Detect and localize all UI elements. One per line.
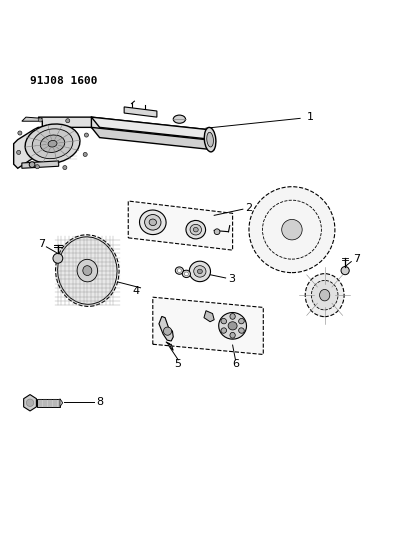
Polygon shape: [22, 117, 42, 121]
Circle shape: [164, 327, 172, 335]
Ellipse shape: [58, 237, 117, 304]
Ellipse shape: [83, 265, 92, 276]
Ellipse shape: [221, 328, 227, 333]
Polygon shape: [60, 399, 63, 407]
Circle shape: [53, 253, 63, 263]
Ellipse shape: [194, 265, 206, 277]
Text: 91J08 1600: 91J08 1600: [30, 76, 98, 86]
Ellipse shape: [239, 318, 244, 324]
Ellipse shape: [25, 124, 80, 164]
Ellipse shape: [320, 289, 330, 301]
Ellipse shape: [145, 214, 161, 230]
Ellipse shape: [228, 322, 237, 330]
Ellipse shape: [239, 328, 244, 333]
Ellipse shape: [190, 224, 201, 235]
Ellipse shape: [204, 127, 216, 152]
Text: 6: 6: [232, 359, 239, 369]
Polygon shape: [124, 107, 157, 117]
Ellipse shape: [77, 260, 98, 282]
Ellipse shape: [176, 267, 183, 274]
Text: 4: 4: [132, 286, 139, 296]
Text: 2: 2: [246, 203, 253, 213]
Polygon shape: [204, 311, 214, 322]
Ellipse shape: [149, 219, 157, 225]
Circle shape: [341, 266, 349, 274]
Circle shape: [249, 187, 335, 273]
Circle shape: [66, 119, 70, 123]
Ellipse shape: [221, 318, 227, 324]
Text: 5: 5: [175, 359, 182, 369]
Ellipse shape: [197, 269, 202, 273]
Circle shape: [29, 161, 35, 167]
Circle shape: [38, 118, 42, 122]
Ellipse shape: [311, 280, 338, 310]
Circle shape: [16, 150, 21, 155]
Ellipse shape: [207, 132, 213, 147]
Ellipse shape: [182, 270, 190, 278]
Ellipse shape: [40, 135, 65, 152]
Ellipse shape: [184, 272, 188, 276]
Ellipse shape: [186, 221, 206, 239]
Ellipse shape: [230, 333, 235, 338]
Polygon shape: [159, 317, 173, 341]
Ellipse shape: [32, 129, 73, 159]
Circle shape: [18, 131, 22, 135]
Polygon shape: [128, 201, 233, 250]
Ellipse shape: [189, 261, 211, 281]
Text: 7: 7: [353, 254, 360, 264]
Circle shape: [26, 399, 34, 407]
Circle shape: [282, 220, 302, 240]
Polygon shape: [91, 117, 210, 145]
Ellipse shape: [173, 115, 185, 123]
Ellipse shape: [219, 312, 246, 339]
Circle shape: [35, 165, 40, 169]
Ellipse shape: [230, 313, 235, 319]
Ellipse shape: [140, 210, 166, 235]
Polygon shape: [22, 161, 59, 168]
Polygon shape: [153, 297, 263, 354]
Polygon shape: [14, 117, 91, 168]
Polygon shape: [166, 342, 173, 350]
Circle shape: [63, 166, 67, 169]
Circle shape: [83, 152, 87, 157]
Bar: [37, 399, 60, 407]
Ellipse shape: [56, 235, 119, 306]
Ellipse shape: [305, 273, 344, 317]
Ellipse shape: [48, 140, 57, 147]
Text: 7: 7: [38, 239, 45, 249]
Polygon shape: [91, 117, 214, 140]
Polygon shape: [91, 127, 214, 150]
Circle shape: [84, 133, 89, 137]
Ellipse shape: [177, 269, 181, 272]
Circle shape: [214, 229, 220, 235]
Polygon shape: [23, 394, 36, 411]
Text: 8: 8: [96, 398, 103, 407]
Text: 1: 1: [307, 112, 314, 122]
Text: 3: 3: [228, 274, 235, 284]
Ellipse shape: [193, 228, 198, 232]
